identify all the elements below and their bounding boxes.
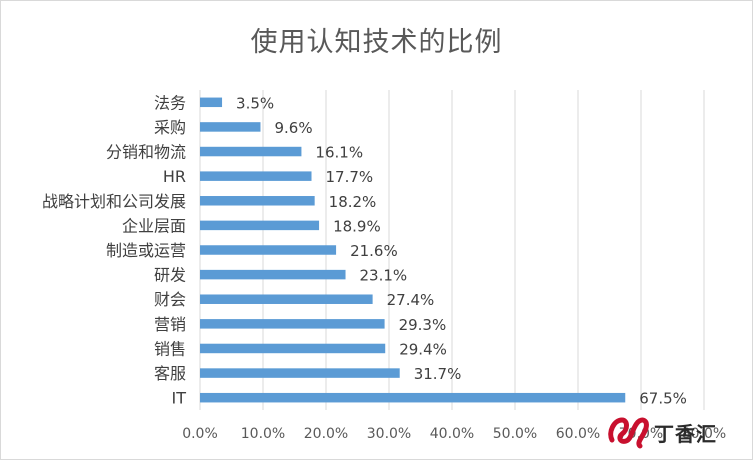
data-label: 29.4%	[399, 340, 447, 358]
x-tick-label: 30.0%	[367, 426, 411, 442]
x-tick-label: 10.0%	[241, 426, 285, 442]
chart-title: 使用认知技术的比例	[250, 27, 503, 58]
x-tick-label: 60.0%	[556, 426, 600, 442]
bar	[200, 171, 312, 181]
watermark-text: 丁香汇	[654, 422, 717, 446]
x-tick-label: 0.0%	[182, 426, 218, 442]
data-labels: 3.5%9.6%16.1% 17.7% 18.2% 18.9% 21.6% 23.1% 27…	[236, 94, 687, 407]
data-label: 17.7%	[326, 168, 374, 186]
category-label: 财会	[154, 290, 186, 309]
logo-mark-icon	[608, 417, 649, 449]
bar	[200, 245, 337, 255]
data-label: 23.1%	[360, 267, 408, 285]
data-label: 31.7%	[414, 365, 462, 383]
bar	[200, 294, 373, 304]
category-label: 企业层面	[122, 216, 186, 235]
bar	[200, 319, 385, 329]
bar	[200, 122, 261, 132]
category-label: 销售	[154, 339, 186, 358]
bar	[200, 392, 626, 403]
bar	[200, 269, 346, 280]
data-label: 21.6%	[350, 242, 398, 260]
data-label: 67.5%	[639, 390, 687, 408]
bar	[200, 343, 386, 354]
data-label: 3.5%	[236, 94, 274, 112]
data-label: 18.2%	[329, 193, 377, 211]
bar	[200, 220, 320, 231]
x-tick-label: 80.0%	[682, 426, 726, 442]
x-tick-label: 50.0%	[493, 426, 537, 442]
x-tick-label: 40.0%	[430, 426, 474, 442]
category-label: 客服	[154, 364, 186, 383]
watermark-logo: 丁香汇	[606, 410, 746, 450]
category-label: 制造或运营	[106, 241, 186, 260]
category-label: 战略计划和公司发展	[42, 192, 186, 211]
data-label: 9.6%	[274, 119, 312, 137]
category-label: 采购	[154, 118, 186, 137]
data-label: 29.3%	[399, 316, 447, 334]
category-label: 研发	[154, 266, 186, 285]
bar	[200, 368, 400, 378]
bar	[200, 196, 315, 206]
bar	[200, 97, 223, 108]
data-label: 27.4%	[387, 291, 435, 309]
bar	[200, 146, 302, 157]
data-label: 18.9%	[333, 217, 381, 235]
category-label: IT	[172, 389, 187, 408]
category-label: 营销	[154, 315, 186, 334]
category-label: 法务	[154, 93, 186, 112]
bars	[200, 97, 626, 403]
category-label: 分销和物流	[106, 143, 186, 162]
category-label: HR	[163, 167, 186, 186]
x-tick-label: 20.0%	[304, 426, 348, 442]
x-tick-labels: 0.0% 10.0% 20.0% 30.0% 40.0% 50.0% 60.0% 70.0% 8…	[182, 426, 726, 442]
data-label: 16.1%	[315, 144, 363, 162]
